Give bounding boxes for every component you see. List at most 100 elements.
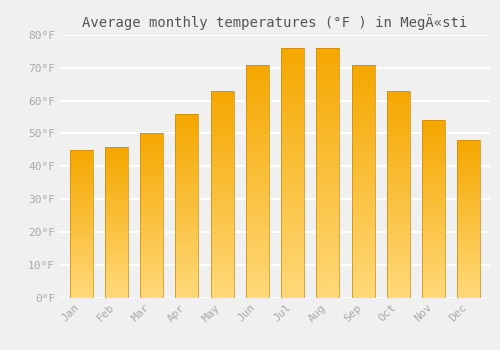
Bar bbox=[105, 264, 128, 267]
Bar bbox=[70, 271, 92, 274]
Bar bbox=[105, 210, 128, 213]
Bar bbox=[387, 153, 410, 157]
Bar bbox=[352, 130, 374, 134]
Bar bbox=[246, 88, 269, 92]
Bar bbox=[176, 154, 199, 158]
Bar bbox=[176, 114, 199, 298]
Bar bbox=[422, 195, 445, 198]
Bar bbox=[281, 278, 304, 282]
Bar bbox=[352, 78, 374, 83]
Bar bbox=[105, 201, 128, 204]
Bar bbox=[458, 194, 480, 197]
Bar bbox=[176, 228, 199, 231]
Bar bbox=[210, 256, 234, 260]
Bar bbox=[210, 186, 234, 190]
Bar bbox=[316, 218, 340, 223]
Bar bbox=[281, 83, 304, 88]
Bar bbox=[210, 132, 234, 136]
Bar bbox=[458, 257, 480, 260]
Bar bbox=[352, 186, 374, 190]
Bar bbox=[210, 198, 234, 202]
Bar bbox=[458, 234, 480, 238]
Bar bbox=[70, 221, 92, 224]
Bar bbox=[176, 268, 199, 272]
Bar bbox=[352, 214, 374, 218]
Bar bbox=[316, 118, 340, 123]
Bar bbox=[176, 217, 199, 220]
Bar bbox=[458, 200, 480, 203]
Bar bbox=[352, 241, 374, 246]
Bar bbox=[246, 97, 269, 102]
Bar bbox=[458, 159, 480, 162]
Bar bbox=[210, 248, 234, 252]
Bar bbox=[387, 211, 410, 215]
Bar bbox=[387, 248, 410, 252]
Bar bbox=[458, 209, 480, 212]
Bar bbox=[176, 198, 199, 202]
Bar bbox=[176, 286, 199, 290]
Bar bbox=[70, 227, 92, 230]
Bar bbox=[422, 237, 445, 241]
Bar bbox=[352, 102, 374, 106]
Bar bbox=[316, 83, 340, 88]
Bar bbox=[246, 64, 269, 69]
Bar bbox=[458, 190, 480, 194]
Bar bbox=[281, 73, 304, 78]
Bar bbox=[387, 165, 410, 169]
Bar bbox=[140, 278, 163, 281]
Bar bbox=[176, 136, 199, 139]
Bar bbox=[210, 161, 234, 165]
Bar bbox=[210, 95, 234, 99]
Bar bbox=[387, 120, 410, 124]
Bar bbox=[387, 256, 410, 260]
Bar bbox=[281, 223, 304, 228]
Bar bbox=[210, 145, 234, 149]
Bar bbox=[352, 237, 374, 241]
Bar bbox=[422, 156, 445, 159]
Bar bbox=[387, 202, 410, 206]
Bar bbox=[246, 260, 269, 265]
Bar bbox=[140, 199, 163, 202]
Bar bbox=[387, 227, 410, 231]
Bar bbox=[70, 174, 92, 176]
Bar bbox=[387, 268, 410, 273]
Bar bbox=[246, 116, 269, 120]
Bar bbox=[105, 273, 128, 276]
Bar bbox=[210, 277, 234, 281]
Bar bbox=[140, 186, 163, 189]
Bar bbox=[352, 69, 374, 74]
Bar bbox=[210, 128, 234, 132]
Bar bbox=[105, 177, 128, 180]
Bar bbox=[281, 282, 304, 288]
Bar bbox=[140, 173, 163, 176]
Bar bbox=[246, 83, 269, 88]
Bar bbox=[210, 231, 234, 236]
Bar bbox=[316, 98, 340, 103]
Bar bbox=[387, 260, 410, 265]
Bar bbox=[70, 292, 92, 295]
Bar bbox=[387, 285, 410, 289]
Bar bbox=[176, 162, 199, 165]
Bar bbox=[387, 293, 410, 298]
Bar bbox=[281, 163, 304, 168]
Bar bbox=[246, 134, 269, 139]
Bar bbox=[458, 216, 480, 219]
Bar bbox=[387, 99, 410, 103]
Bar bbox=[387, 186, 410, 190]
Bar bbox=[352, 116, 374, 120]
Bar bbox=[105, 147, 128, 149]
Bar bbox=[70, 168, 92, 170]
Bar bbox=[70, 218, 92, 221]
Bar bbox=[176, 246, 199, 250]
Bar bbox=[387, 91, 410, 95]
Bar bbox=[105, 174, 128, 177]
Bar bbox=[140, 219, 163, 222]
Bar bbox=[140, 265, 163, 268]
Bar bbox=[316, 203, 340, 208]
Bar bbox=[70, 280, 92, 283]
Bar bbox=[140, 222, 163, 225]
Bar bbox=[352, 204, 374, 209]
Bar bbox=[458, 146, 480, 149]
Bar bbox=[176, 220, 199, 224]
Bar bbox=[176, 279, 199, 283]
